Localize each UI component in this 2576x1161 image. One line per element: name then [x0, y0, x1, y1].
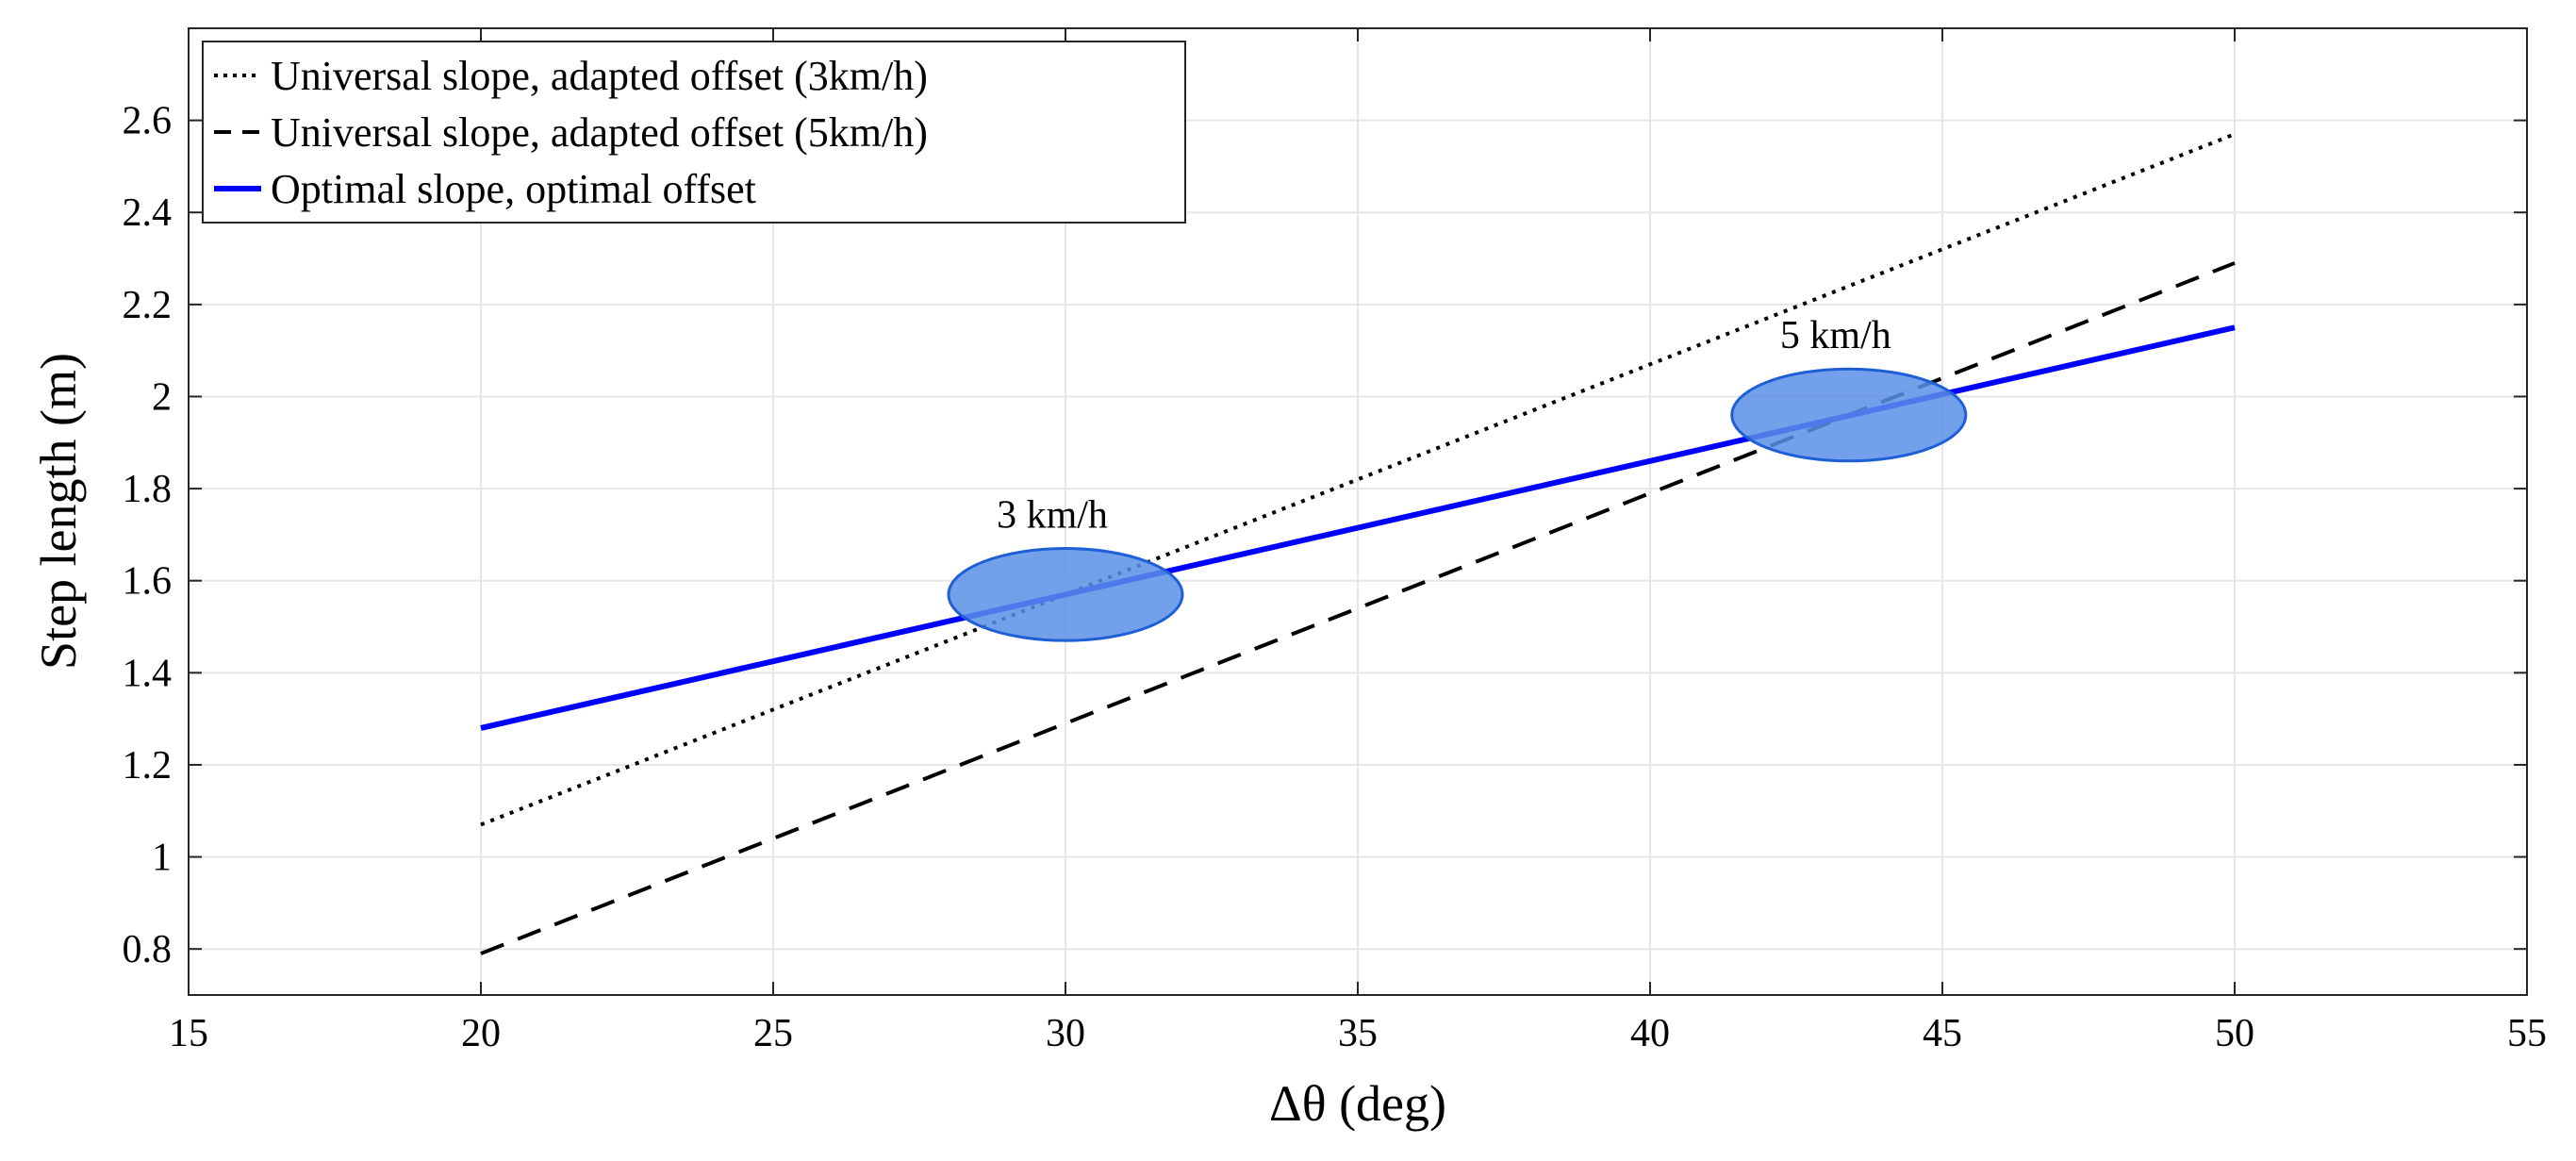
legend-box	[202, 41, 1186, 224]
y-tick-label: 1.2	[123, 744, 173, 788]
annotation-label-1: 3 km/h	[997, 494, 1108, 538]
legend-label-2: Universal slope, adapted offset (5km/h)	[271, 109, 928, 156]
y-axis-label: Step length (m)	[30, 353, 87, 670]
y-tick-label: 1.8	[123, 468, 173, 511]
x-tick-label: 55	[2507, 1012, 2547, 1055]
ticks: 15 20 25 30 35 40 45 50 55 0.8 1 1.2 1.4 1.6 1.8 2 2.2 2.…	[123, 28, 2547, 1055]
legend-label-1: Universal slope, adapted offset (3km/h)	[271, 53, 928, 99]
annotation-ellipse-1	[947, 547, 1184, 642]
x-tick-label: 25	[753, 1012, 793, 1055]
y-tick-label: 2.4	[123, 191, 173, 235]
legend-label-3: Optimal slope, optimal offset	[271, 166, 756, 212]
annotations: 3 km/h 5 km/h	[947, 314, 1968, 642]
y-tick-label: 1	[152, 837, 172, 880]
x-tick-label: 50	[2215, 1012, 2254, 1055]
y-tick-label: 0.8	[123, 928, 173, 971]
annotation-label-2: 5 km/h	[1780, 314, 1891, 357]
y-tick-label: 1.6	[123, 560, 173, 604]
y-tick-label: 2.2	[123, 284, 173, 327]
y-tick-label: 2	[152, 375, 172, 419]
y-tick-label: 1.4	[123, 652, 173, 695]
y-tick-label: 2.6	[123, 100, 173, 143]
x-tick-label: 20	[461, 1012, 501, 1055]
legend: Universal slope, adapted offset (3km/h) U…	[202, 41, 1186, 224]
x-tick-label: 35	[1338, 1012, 1378, 1055]
x-tick-label: 45	[1923, 1012, 1962, 1055]
annotation-ellipse-2	[1730, 367, 1968, 463]
x-tick-label: 15	[169, 1012, 208, 1055]
x-axis-label: Δθ (deg)	[1269, 1075, 1446, 1132]
x-tick-label: 40	[1630, 1012, 1670, 1055]
x-tick-label: 30	[1046, 1012, 1085, 1055]
series-line-1	[480, 132, 2236, 827]
